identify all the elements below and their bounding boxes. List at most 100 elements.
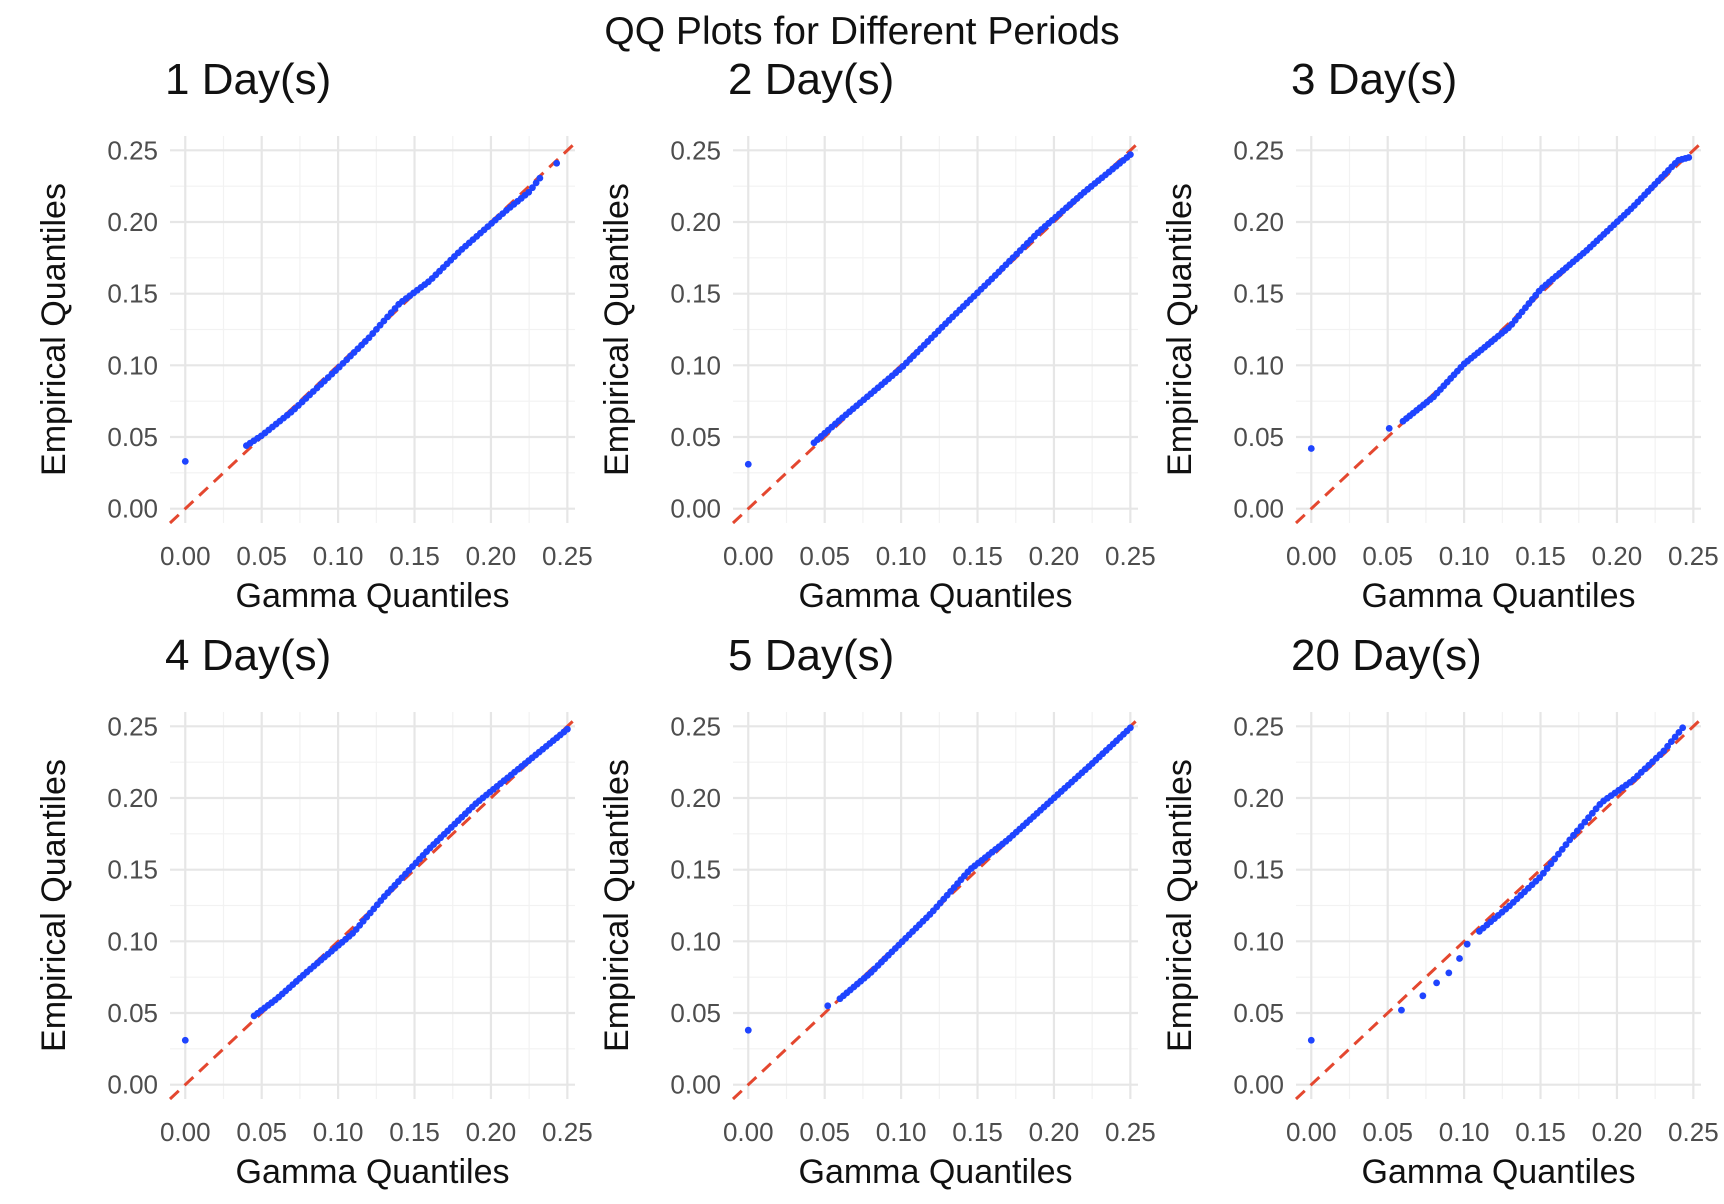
data-point — [1566, 836, 1574, 844]
data-point — [1664, 742, 1672, 750]
data-point — [1685, 154, 1693, 161]
y-tick-label: 0.10 — [1233, 926, 1284, 956]
x-tick-label: 0.25 — [1105, 541, 1156, 571]
x-axis-label: Gamma Quantiles — [1362, 1153, 1636, 1191]
data-point — [1126, 724, 1134, 732]
x-tick-label: 0.00 — [160, 1117, 211, 1147]
y-tick-label: 0.15 — [670, 855, 721, 885]
panel-title: 2 Day(s) — [728, 55, 894, 104]
data-point — [1433, 979, 1441, 987]
qq-panel-5: 0.00 0.05 0.10 0.15 0.20 0.25 0.00 0.05 0.10 0.15… — [598, 631, 1156, 1191]
data-point — [1543, 865, 1551, 872]
x-tick-label: 0.20 — [1592, 1117, 1643, 1147]
x-tick-label: 0.15 — [1515, 1117, 1566, 1147]
reference-line — [168, 718, 577, 1101]
data-point — [529, 184, 536, 192]
data-point — [1671, 733, 1679, 741]
data-point — [1679, 724, 1687, 732]
data-point — [1555, 850, 1562, 858]
y-tick-label: 0.15 — [1233, 855, 1284, 885]
x-tick-label: 0.00 — [1286, 541, 1337, 571]
y-tick-label: 0.25 — [1233, 135, 1284, 165]
figure-title: QQ Plots for Different Periods — [604, 10, 1120, 53]
x-tick-label: 0.05 — [799, 541, 850, 571]
data-point — [532, 179, 540, 187]
data-point — [1667, 738, 1675, 746]
data-point — [1307, 1036, 1315, 1044]
x-axis-label: Gamma Quantiles — [799, 577, 1073, 615]
y-tick-label: 0.05 — [107, 998, 158, 1028]
x-tick-label: 0.15 — [952, 541, 1003, 571]
y-axis-label: Empirical Quantiles — [598, 183, 636, 476]
x-axis-label: Gamma Quantiles — [236, 577, 510, 615]
data-point — [563, 725, 571, 733]
panel-title: 4 Day(s) — [165, 631, 331, 680]
y-tick-label: 0.10 — [1233, 350, 1284, 380]
y-tick-label: 0.10 — [670, 350, 721, 380]
x-tick-label: 0.15 — [952, 1117, 1003, 1147]
panel-title: 5 Day(s) — [728, 631, 894, 680]
x-tick-label: 0.10 — [876, 541, 927, 571]
y-tick-label: 0.05 — [1233, 998, 1284, 1028]
data-point — [1675, 728, 1683, 736]
x-tick-label: 0.00 — [160, 541, 211, 571]
y-tick-label: 0.05 — [670, 422, 721, 452]
x-tick-label: 0.15 — [389, 541, 440, 571]
data-point — [1585, 814, 1592, 822]
x-tick-label: 0.25 — [1668, 541, 1719, 571]
data-point — [1551, 855, 1559, 863]
x-tick-label: 0.20 — [466, 1117, 517, 1147]
data-point — [1456, 955, 1463, 962]
y-tick-label: 0.25 — [670, 711, 721, 741]
y-axis-label: Empirical Quantiles — [35, 759, 73, 1052]
x-axis-label: Gamma Quantiles — [236, 1153, 510, 1191]
y-tick-label: 0.25 — [1233, 711, 1284, 741]
data-point — [1398, 1006, 1405, 1014]
qq-panel-3: 0.00 0.05 0.10 0.15 0.20 0.25 0.00 0.05 0.10 0.15… — [1161, 55, 1719, 615]
x-tick-label: 0.20 — [1592, 541, 1643, 571]
data-point — [553, 159, 561, 167]
data-point — [1547, 860, 1555, 868]
y-tick-label: 0.00 — [107, 1070, 158, 1100]
qq-panel-4: 0.00 0.05 0.10 0.15 0.20 0.25 0.00 0.05 0.10 0.15… — [35, 631, 593, 1191]
x-tick-label: 0.10 — [313, 541, 364, 571]
y-axis-label: Empirical Quantiles — [598, 759, 636, 1052]
x-tick-label: 0.10 — [1439, 541, 1490, 571]
y-tick-label: 0.25 — [107, 711, 158, 741]
x-tick-label: 0.00 — [1286, 1117, 1337, 1147]
y-tick-label: 0.15 — [670, 279, 721, 309]
data-point — [1307, 445, 1315, 452]
x-tick-label: 0.00 — [723, 1117, 774, 1147]
y-tick-label: 0.15 — [107, 279, 158, 309]
data-point — [1419, 992, 1427, 1000]
x-tick-label: 0.20 — [1029, 1117, 1080, 1147]
x-tick-label: 0.15 — [1515, 541, 1566, 571]
y-tick-label: 0.00 — [670, 1070, 721, 1100]
x-tick-label: 0.20 — [1029, 541, 1080, 571]
x-tick-label: 0.25 — [1668, 1117, 1719, 1147]
panel-title: 20 Day(s) — [1291, 631, 1482, 680]
y-tick-label: 0.00 — [670, 494, 721, 524]
panel-title: 1 Day(s) — [165, 55, 331, 104]
y-tick-label: 0.20 — [1233, 783, 1284, 813]
y-tick-label: 0.10 — [107, 926, 158, 956]
y-tick-label: 0.00 — [107, 494, 158, 524]
data-point — [536, 174, 544, 182]
panel-title: 3 Day(s) — [1291, 55, 1457, 104]
x-axis-label: Gamma Quantiles — [799, 1153, 1073, 1191]
data-point — [1536, 874, 1544, 882]
data-point — [525, 188, 533, 196]
x-tick-label: 0.05 — [236, 1117, 287, 1147]
x-tick-label: 0.05 — [799, 1117, 850, 1147]
y-tick-label: 0.15 — [107, 855, 158, 885]
data-point — [1592, 805, 1600, 813]
y-tick-label: 0.00 — [1233, 494, 1284, 524]
data-point — [1558, 845, 1566, 853]
y-tick-label: 0.20 — [670, 207, 721, 237]
x-tick-label: 0.20 — [466, 541, 517, 571]
data-point — [1445, 969, 1453, 977]
data-point — [181, 457, 189, 465]
y-tick-label: 0.20 — [670, 783, 721, 813]
data-point — [1573, 827, 1581, 835]
